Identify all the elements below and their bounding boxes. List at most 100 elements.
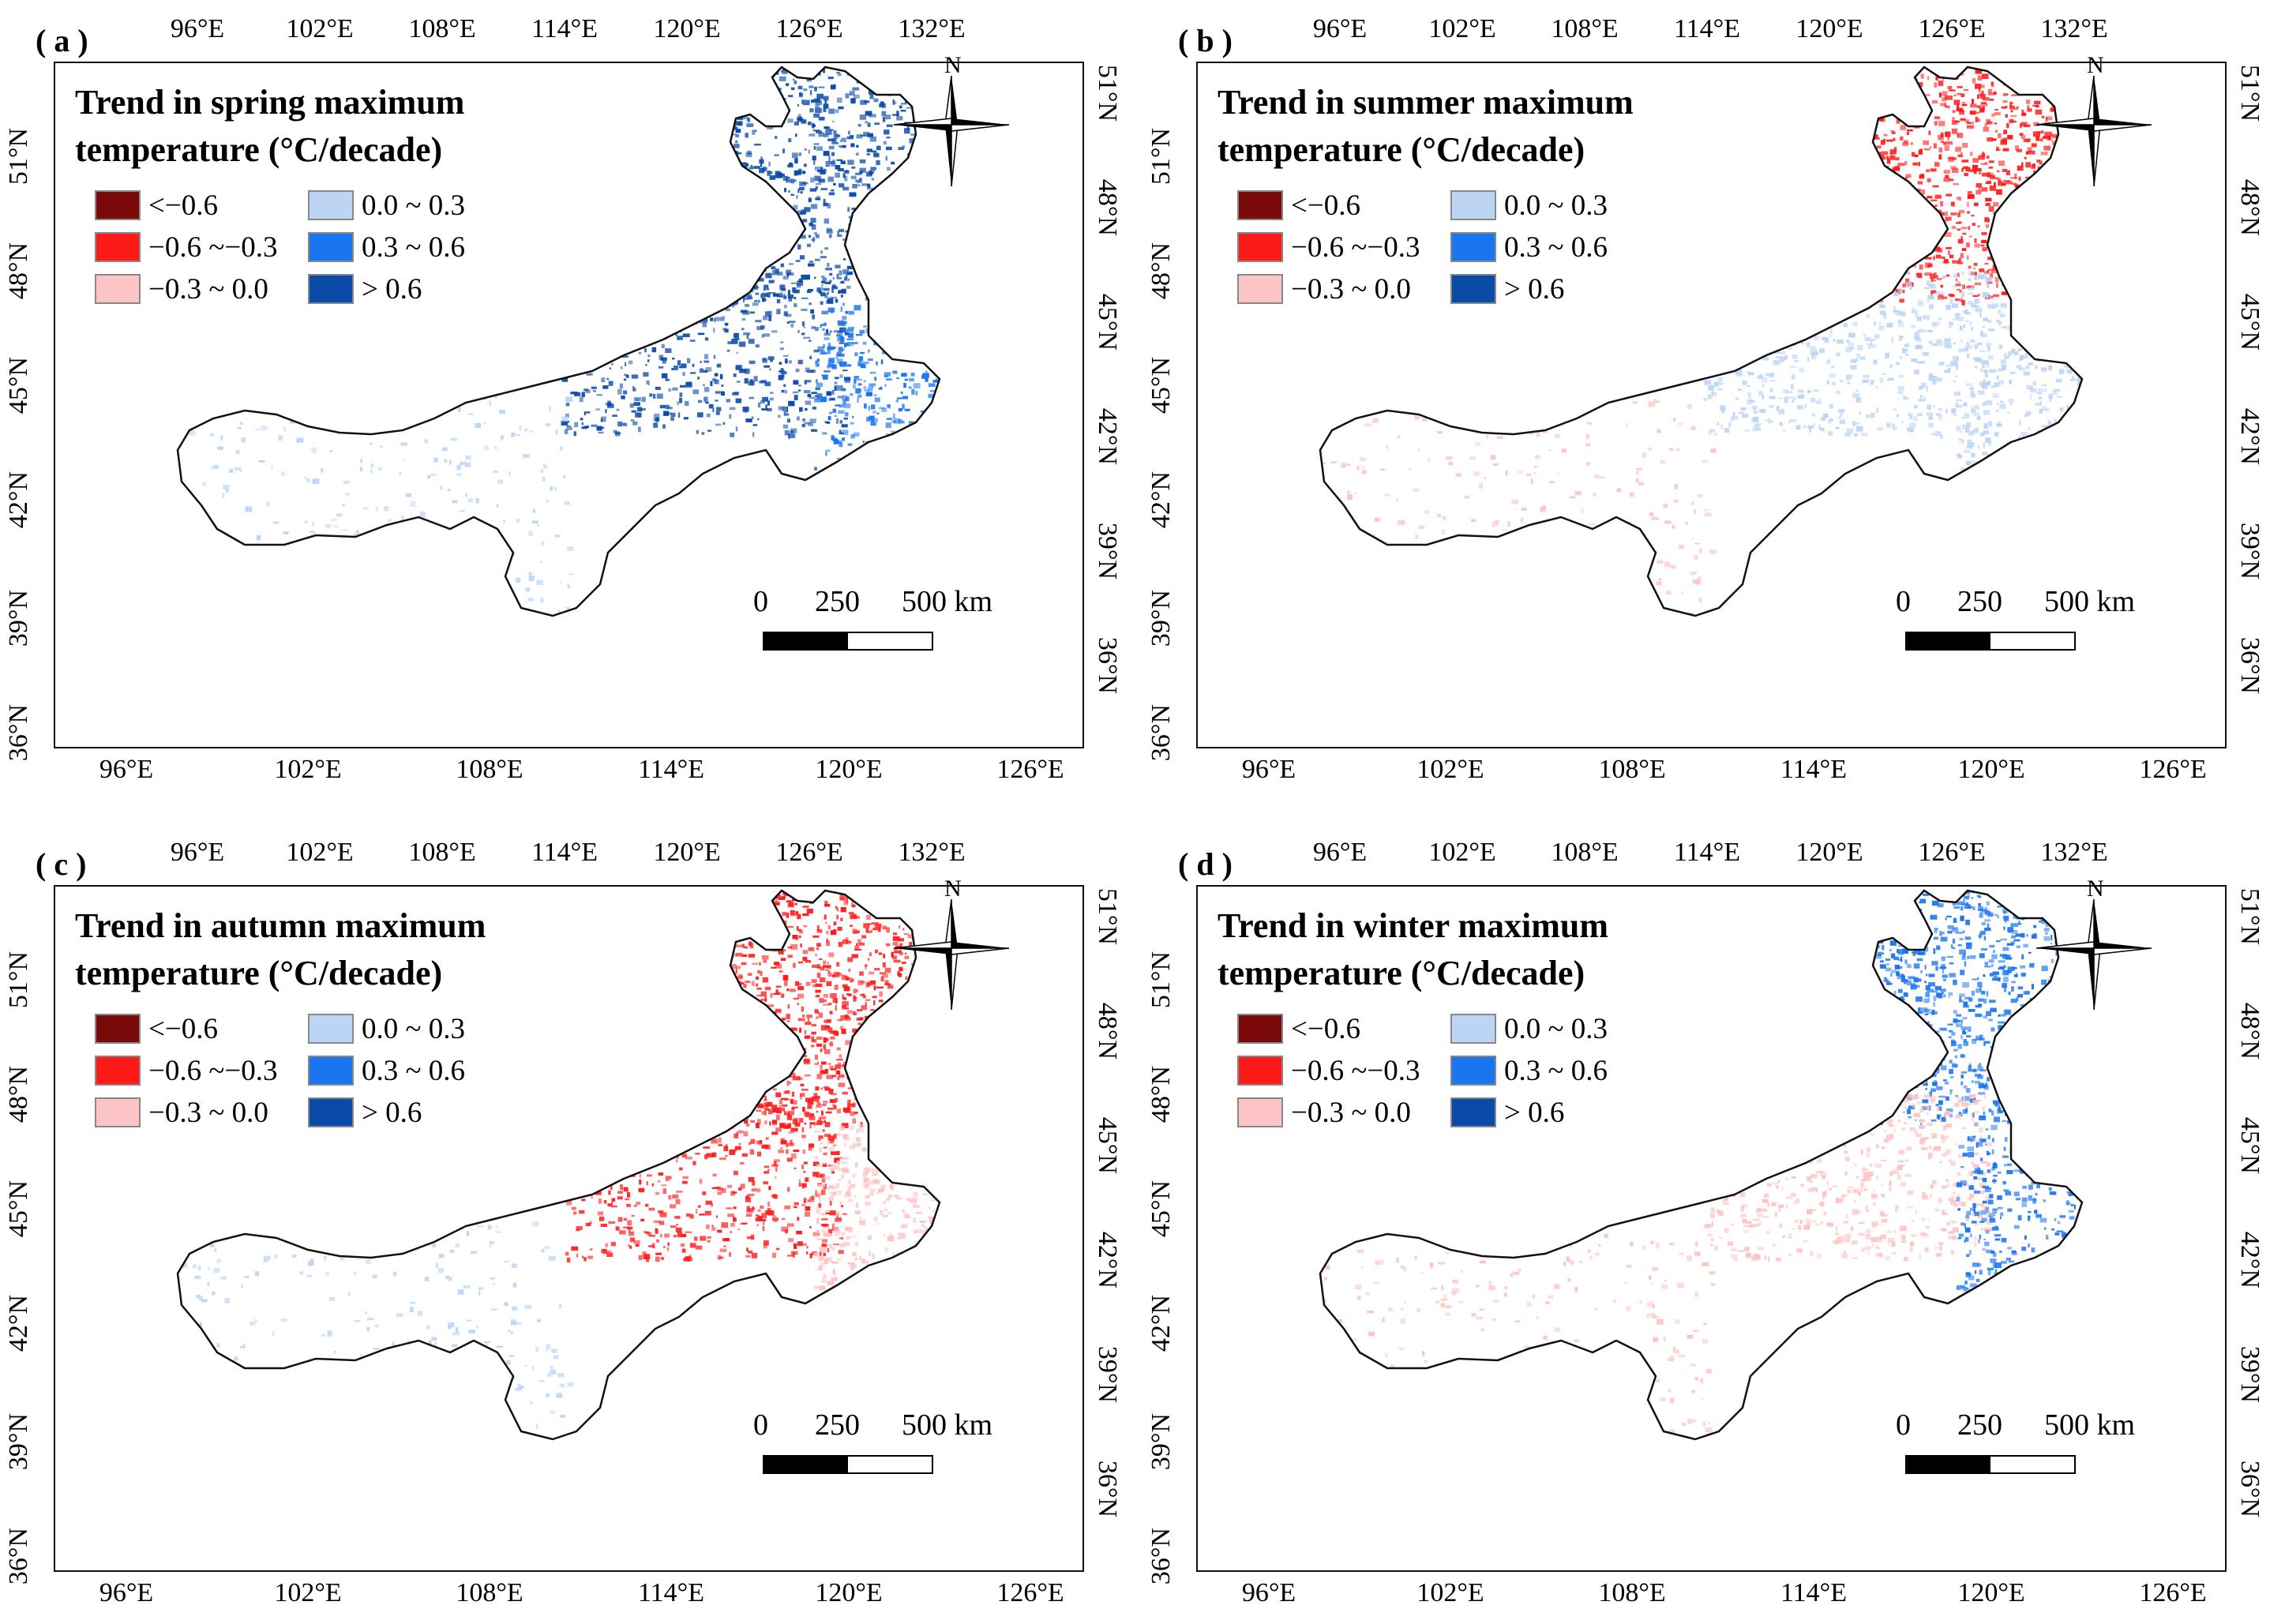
tick-label-top: 114°E [1673,14,1741,43]
scale-segment-white [846,1455,933,1474]
scale-segment-white [1989,1455,2076,1474]
tick-label-left: 45°N [4,356,33,414]
scale-label: 0 [753,1408,768,1442]
legend-swatch [95,190,141,220]
tick-label-bottom: 120°E [815,755,883,784]
tick-label-bottom: 102°E [1416,1578,1484,1607]
legend-label: −0.3 ~ 0.0 [1291,1096,1411,1129]
north-arrow: N [892,876,1011,1011]
legend-item: −0.3 ~ 0.0 [1237,1096,1411,1129]
tick-label-right: 45°N [1093,1116,1122,1175]
legend-label: <−0.6 [1291,189,1360,222]
tick-label-right: 51°N [1093,64,1122,122]
legend-swatch [1237,1014,1283,1044]
legend-label: <−0.6 [1291,1012,1360,1045]
tick-label-right: 45°N [2235,293,2264,351]
scale-label: 0 [753,585,768,618]
map-title: Trend in winter maximum temperature (°C/… [1218,902,1608,997]
tick-label-bottom: 120°E [1957,1578,2025,1607]
tick-label-bottom: 126°E [2139,755,2207,784]
tick-label-left: 36°N [4,1527,33,1585]
tick-label-bottom: 114°E [1780,755,1848,784]
tick-label-top: 108°E [408,838,476,867]
tick-label-top: 96°E [1312,14,1368,43]
scale-bar: 0 250 500 km [750,584,992,671]
tick-label-bottom: 108°E [456,755,523,784]
title-line-2: temperature (°C/decade) [1218,954,1585,992]
north-label: N [944,876,962,902]
legend-swatch [1450,274,1496,304]
tick-label-bottom: 108°E [456,1578,523,1607]
legend-item: −0.3 ~ 0.0 [95,272,268,306]
north-arrow: N [892,52,1011,187]
panel-label: ( b ) [1178,23,1233,58]
legend-label: −0.3 ~ 0.0 [1291,272,1411,306]
title-line-1: Trend in autumn maximum [75,906,486,945]
scale-segment-black [1905,1455,1990,1474]
tick-label-top: 120°E [1795,14,1863,43]
legend-swatch [1237,1056,1283,1086]
title-line-2: temperature (°C/decade) [1218,130,1585,169]
map-panel-d: 96°E 102°E 108°E 114°E 120°E 126°E 132°E 96°E 10… [1142,823,2264,1607]
legend-swatch [308,1097,354,1127]
legend-item: 0.0 ~ 0.3 [308,1013,465,1045]
region-outline [176,66,941,617]
tick-label-bottom: 120°E [1957,755,2025,784]
tick-label-left: 42°N [4,471,33,529]
legend-swatch [1450,1097,1496,1127]
tick-label-top: 120°E [653,14,721,43]
legend-label: −0.6 ~−0.3 [148,231,278,264]
map-title: Trend in summer maximum temperature (°C/… [1218,79,1634,174]
legend-label: 0.3 ~ 0.6 [362,1054,466,1087]
legend-label: −0.3 ~ 0.0 [148,272,268,306]
scale-label: 0 [1896,585,1911,618]
legend-swatch [1237,1097,1283,1127]
tick-label-left: 36°N [1146,1527,1176,1585]
tick-label-bottom: 96°E [99,1578,154,1607]
tick-label-left: 48°N [4,1065,33,1123]
scale-segment-black [1905,632,1990,651]
tick-label-right: 48°N [2235,178,2264,237]
scale-label: 250 [1957,1408,2002,1442]
legend-item: <−0.6 [1237,189,1360,222]
title-line-1: Trend in spring maximum [75,83,465,122]
tick-label-right: 48°N [1093,1002,1122,1060]
legend-item: 0.0 ~ 0.3 [1450,1013,1608,1045]
north-arrow: N [2035,876,2153,1011]
tick-label-top: 102°E [286,14,354,43]
tick-label-bottom: 126°E [996,755,1064,784]
scale-label: 500 km [902,585,993,618]
legend-swatch [95,1014,141,1044]
compass-rose-icon [2035,898,2152,1011]
tick-label-bottom: 102°E [1416,755,1484,784]
tick-label-bottom: 96°E [1241,755,1296,784]
legend-label: > 0.6 [362,272,422,306]
tick-label-top: 96°E [170,14,225,43]
north-label: N [2087,876,2104,902]
scale-label: 250 [815,1408,860,1442]
tick-label-left: 39°N [4,589,33,647]
tick-label-left: 39°N [1146,589,1176,647]
title-line-1: Trend in winter maximum [1218,906,1609,945]
tick-label-bottom: 96°E [99,755,154,784]
legend-swatch [1450,232,1496,262]
map-title: Trend in autumn maximum temperature (°C/… [75,902,486,997]
tick-label-right: 36°N [2235,1460,2264,1518]
legend-item: <−0.6 [95,189,218,222]
legend-swatch [1237,232,1283,262]
tick-label-left: 51°N [1146,127,1176,186]
legend-item: 0.3 ~ 0.6 [1450,1055,1608,1087]
tick-label-right: 42°N [2235,1231,2264,1289]
legend-item: −0.6 ~−0.3 [95,1055,278,1087]
legend-label: 0.0 ~ 0.3 [1504,189,1608,222]
legend-item: −0.6 ~−0.3 [1237,231,1420,264]
tick-label-bottom: 114°E [1780,1578,1848,1607]
tick-label-top: 126°E [775,838,843,867]
map-frame [54,62,1084,748]
north-arrow: N [2035,52,2153,187]
tick-label-right: 48°N [2235,1002,2264,1060]
legend-swatch [1450,1056,1496,1086]
legend-item: 0.3 ~ 0.6 [308,231,465,264]
scale-bar: 0 250 500 km [750,1408,992,1495]
legend-swatch [308,274,354,304]
